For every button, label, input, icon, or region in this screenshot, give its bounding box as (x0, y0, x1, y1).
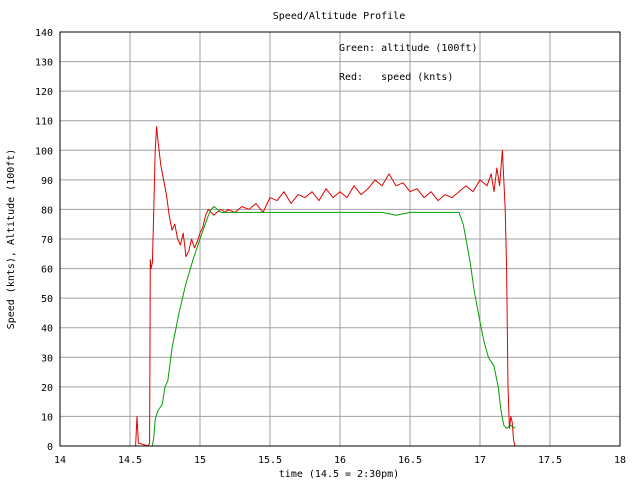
x-tick-label: 18 (614, 455, 626, 466)
y-axis-label: Speed (knts), Altitude (100ft) (6, 149, 17, 330)
x-tick-label: 15 (194, 455, 206, 466)
y-tick-label: 70 (41, 235, 53, 246)
legend-entry-altitude: Green: altitude (100ft) (339, 43, 477, 54)
y-tick-label: 20 (41, 383, 53, 394)
y-tick-label: 40 (41, 324, 53, 335)
x-tick-label: 16 (334, 455, 346, 466)
y-tick-label: 80 (41, 205, 53, 216)
x-tick-label: 17.5 (538, 455, 562, 466)
grid (59, 31, 621, 447)
y-axis-ticks: 0 10 20 30 40 50 60 70 80 90 100 110 120 130 140 (35, 28, 53, 453)
series-line-0 (135, 126, 516, 447)
y-tick-label: 120 (35, 87, 53, 98)
series-line-1 (151, 206, 516, 447)
x-tick-label: 17 (474, 455, 486, 466)
x-tick-label: 14.5 (118, 455, 142, 466)
y-tick-label: 100 (35, 146, 53, 157)
y-tick-label: 90 (41, 176, 53, 187)
x-tick-label: 14 (54, 455, 66, 466)
legend: Green: altitude (100ft) Red: speed (knts… (339, 43, 477, 83)
y-tick-label: 140 (35, 28, 53, 39)
x-tick-label: 15.5 (258, 455, 282, 466)
series-layer (135, 126, 516, 447)
chart-title: Speed/Altitude Profile (273, 11, 405, 22)
x-axis-ticks: 14 14.5 15 15.5 16 16.5 17 17.5 18 (54, 455, 626, 466)
x-axis-label: time (14.5 = 2:30pm) (279, 469, 399, 480)
y-tick-label: 60 (41, 265, 53, 276)
y-tick-label: 130 (35, 58, 53, 69)
plot-frame (59, 31, 621, 447)
y-tick-label: 50 (41, 294, 53, 305)
y-tick-label: 10 (41, 412, 53, 423)
x-tick-label: 16.5 (398, 455, 422, 466)
y-tick-label: 30 (41, 353, 53, 364)
y-tick-label: 110 (35, 117, 53, 128)
y-tick-label: 0 (47, 442, 53, 453)
legend-entry-speed: Red: speed (knts) (339, 72, 453, 83)
